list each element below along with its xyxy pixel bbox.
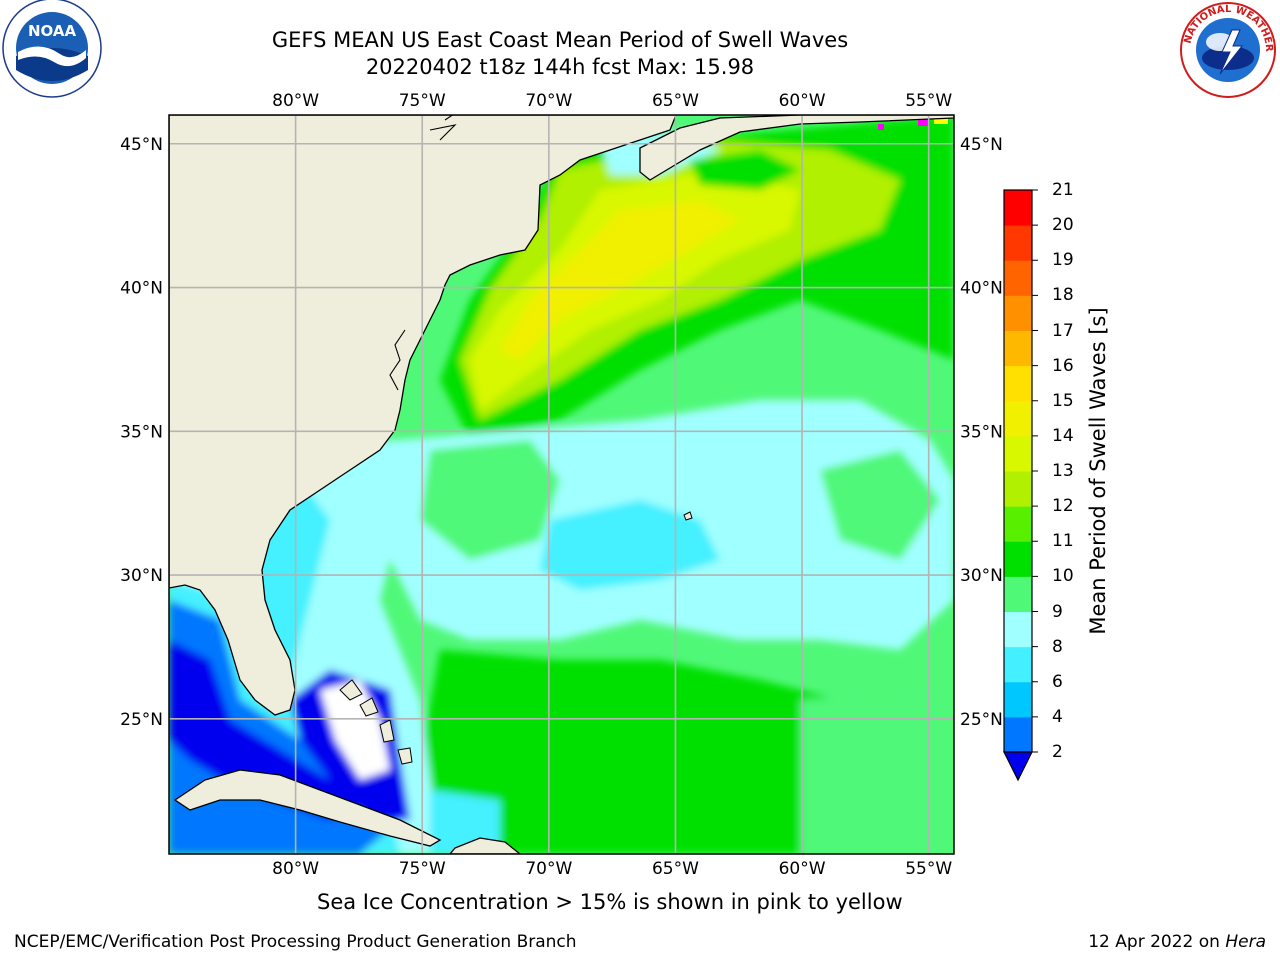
lat-tick-label-right: 30°N [960,566,1003,586]
chart-subtitle: 20220402 t18z 144h fcst Max: 15.98 [365,55,755,79]
colorbar-segment [1004,506,1032,542]
map-gridlines [169,115,954,854]
colorbar-segment [1004,365,1032,402]
colorbar-tick-label: 18 [1052,285,1074,306]
axis-labels: 80°W 80°W 75°W 75°W 70°W 70°W 65°W 65°W 60°W 60°W… [120,91,1003,879]
colorbar-tick-label: 6 [1052,671,1063,692]
footer-credit: NCEP/EMC/Verification Post Processing Pr… [14,932,577,952]
lat-tick-label-right: 40°N [960,279,1003,299]
lon-tick-label-bottom: 60°W [779,859,826,879]
nws-logo-icon: NATIONAL WEATHER SERVICE [1176,0,1276,98]
lat-tick-label-left: 40°N [120,279,163,299]
colorbar-segment [1004,190,1032,226]
colorbar-tick-label: 15 [1052,390,1074,411]
lon-tick-label-top: 55°W [905,91,952,111]
lat-tick-label-right: 35°N [960,422,1003,442]
colorbar-segment [1004,576,1032,612]
colorbar-segment [1004,541,1032,577]
colorbar-segment [1004,471,1032,507]
lat-tick-label-left: 30°N [120,566,163,586]
colorbar-segment [1004,611,1032,648]
colorbar-segment [1004,225,1032,261]
lon-tick-label-top: 75°W [399,91,446,111]
lat-tick-label-right: 25°N [960,710,1003,730]
colorbar-title: Mean Period of Swell Waves [s] [1086,307,1110,635]
map-plot-area [169,115,954,854]
colorbar-segment [1004,435,1032,472]
colorbar-tick-label: 14 [1052,425,1074,446]
colorbar-tick-label: 16 [1052,355,1074,376]
colorbar-tick-label: 12 [1052,496,1074,517]
lon-tick-label-bottom: 75°W [399,859,446,879]
colorbar-segment [1004,681,1032,718]
colorbar-tick-label: 8 [1052,636,1063,657]
colorbar-tick-label: 9 [1052,601,1063,622]
colorbar-tick-label: 17 [1052,320,1074,341]
colorbar-segment [1004,716,1032,753]
colorbar-segment [1004,295,1032,331]
chart-title: GEFS MEAN US East Coast Mean Period of S… [271,28,849,52]
sea-ice-note: Sea Ice Concentration > 15% is shown in … [317,890,903,914]
footer-date-text: 12 Apr 2022 on [1088,932,1220,952]
lon-tick-label-top: 65°W [652,91,699,111]
noaa-logo-text: NOAA [28,22,77,40]
lat-tick-label-right: 45°N [960,135,1003,155]
lon-tick-label-top: 70°W [525,91,572,111]
land-bahamas [339,511,693,765]
colorbar-tick-label: 19 [1052,250,1074,271]
lat-tick-label-left: 45°N [120,135,163,155]
colorbar-segment [1004,260,1032,296]
land-hispaniola [449,837,522,854]
colorbar-segment [1004,646,1032,683]
colorbar-tick-label: 10 [1052,566,1074,587]
lon-tick-label-bottom: 65°W [652,859,699,879]
colorbar-tick-label: 20 [1052,215,1074,236]
colorbar [1003,189,1038,782]
lon-tick-label-bottom: 55°W [905,859,952,879]
swell-period-field [169,115,954,854]
lon-tick-label-top: 80°W [272,91,319,111]
lon-tick-label-top: 60°W [779,91,826,111]
lon-tick-label-bottom: 70°W [525,859,572,879]
footer-host: Hera [1225,932,1266,952]
footer-date: 12 Apr 2022 on Hera [1088,932,1266,952]
land-nova-scotia [639,115,954,181]
map-frame [168,114,955,855]
colorbar-segment [1004,400,1032,437]
colorbar-under-arrow [1003,751,1033,782]
land-cuba [173,769,442,847]
noaa-logo-icon: NOAA [2,0,102,98]
lat-tick-label-left: 25°N [120,710,163,730]
colorbar-tick-label: 2 [1052,742,1063,762]
lat-tick-label-left: 35°N [120,422,163,442]
colorbar-tick-label: 11 [1052,531,1074,552]
lon-tick-label-bottom: 80°W [272,859,319,879]
colorbar-tick-label: 4 [1052,706,1063,727]
colorbar-tick-label: 13 [1052,461,1074,481]
colorbar-segment [1004,330,1032,367]
colorbar-tick-label: 21 [1052,180,1074,200]
